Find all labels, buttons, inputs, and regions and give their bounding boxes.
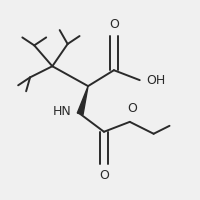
Text: O: O bbox=[109, 18, 119, 31]
Text: OH: OH bbox=[147, 74, 166, 87]
Text: O: O bbox=[127, 102, 137, 115]
Polygon shape bbox=[77, 86, 88, 115]
Text: O: O bbox=[99, 169, 109, 182]
Text: HN: HN bbox=[52, 105, 71, 118]
